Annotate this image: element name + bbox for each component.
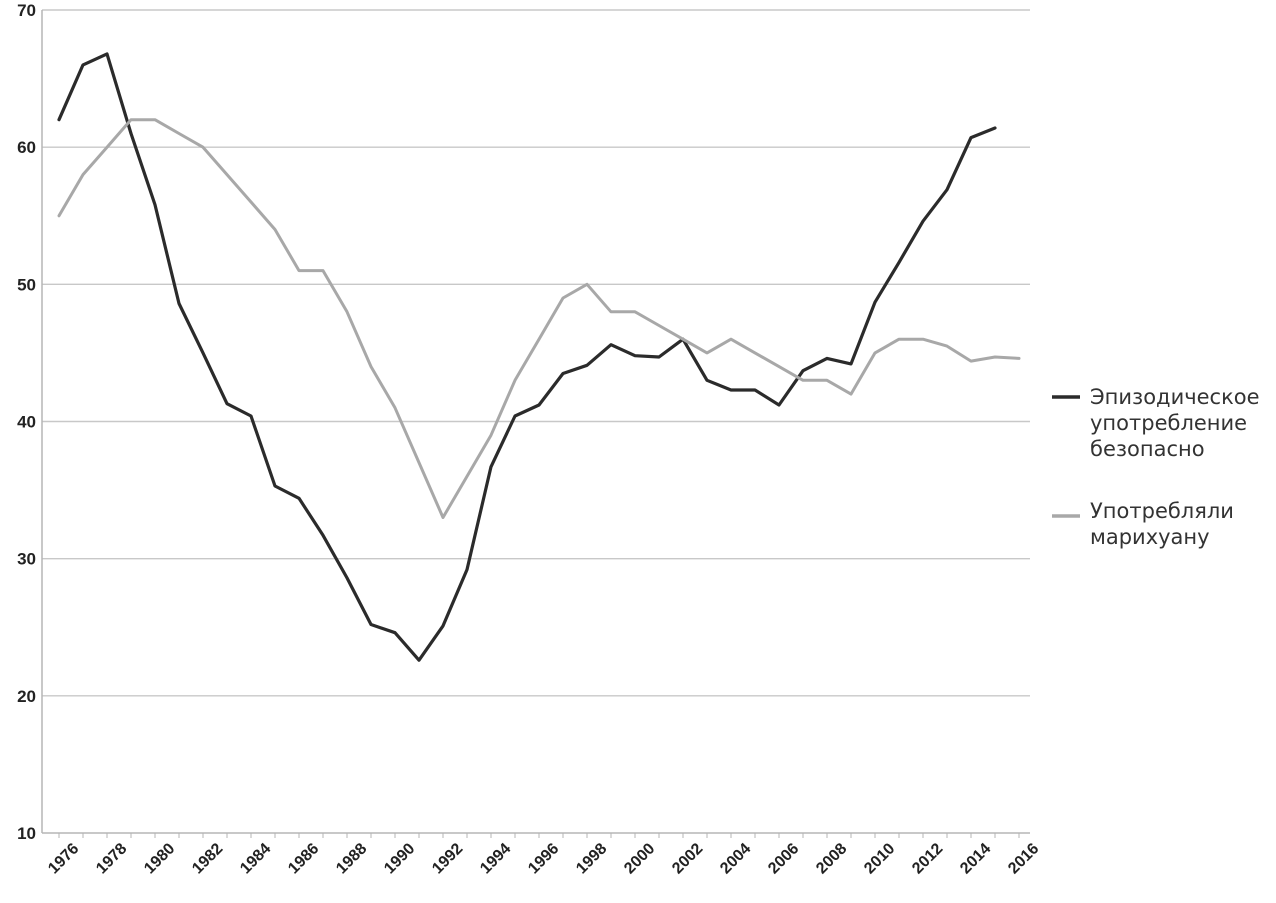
legend-label-2: марихуану (1090, 525, 1210, 549)
x-tick-label: 2016 (1005, 840, 1042, 877)
x-tick-label: 1986 (285, 840, 322, 877)
x-tick-label: 1980 (141, 840, 178, 877)
y-tick-label: 60 (17, 138, 36, 157)
series-line-1 (57, 52, 997, 662)
x-tick-labels: 1976 1978 1980 1982 1984 1986 1988 1990 1992 1994… (45, 840, 1042, 877)
data-series (57, 52, 1021, 662)
x-tick-label: 2014 (957, 840, 994, 877)
x-tick-label: 1992 (429, 840, 466, 877)
x-tick-label: 1994 (477, 840, 514, 877)
series-line-2 (57, 118, 1021, 519)
y-tick-label: 50 (17, 275, 36, 294)
x-tick-label: 2006 (765, 840, 802, 877)
y-tick-label: 40 (17, 413, 36, 432)
legend-label-2: Употребляли (1090, 499, 1234, 523)
x-tick-label: 2008 (813, 840, 850, 877)
x-tick-label: 2000 (621, 840, 658, 877)
x-tick-label: 1990 (381, 840, 418, 877)
legend-label-1: Эпизодическое (1090, 385, 1260, 409)
x-tick-label: 1982 (189, 840, 226, 877)
x-tick-label: 2004 (717, 840, 754, 877)
x-tick-label: 2012 (909, 840, 946, 877)
x-tick-label: 1976 (45, 840, 82, 877)
axes (41, 10, 1030, 838)
x-tick-label: 1984 (237, 840, 274, 877)
x-tick-label: 2010 (861, 840, 898, 877)
x-tick-label: 1998 (573, 840, 610, 877)
y-tick-label: 30 (17, 550, 36, 569)
y-tick-label: 70 (17, 1, 36, 20)
legend-label-1: безопасно (1090, 437, 1205, 461)
x-tick-label: 1996 (525, 840, 562, 877)
y-tick-label: 10 (17, 824, 36, 843)
y-tick-labels: 10 20 30 40 50 60 70 (17, 1, 36, 843)
y-tick-label: 20 (17, 687, 36, 706)
x-tick-label: 1988 (333, 840, 370, 877)
x-tick-label: 2002 (669, 840, 706, 877)
gridlines (42, 9, 1030, 697)
legend-label-1: употребление (1090, 411, 1247, 435)
x-tick-label: 1978 (93, 840, 130, 877)
